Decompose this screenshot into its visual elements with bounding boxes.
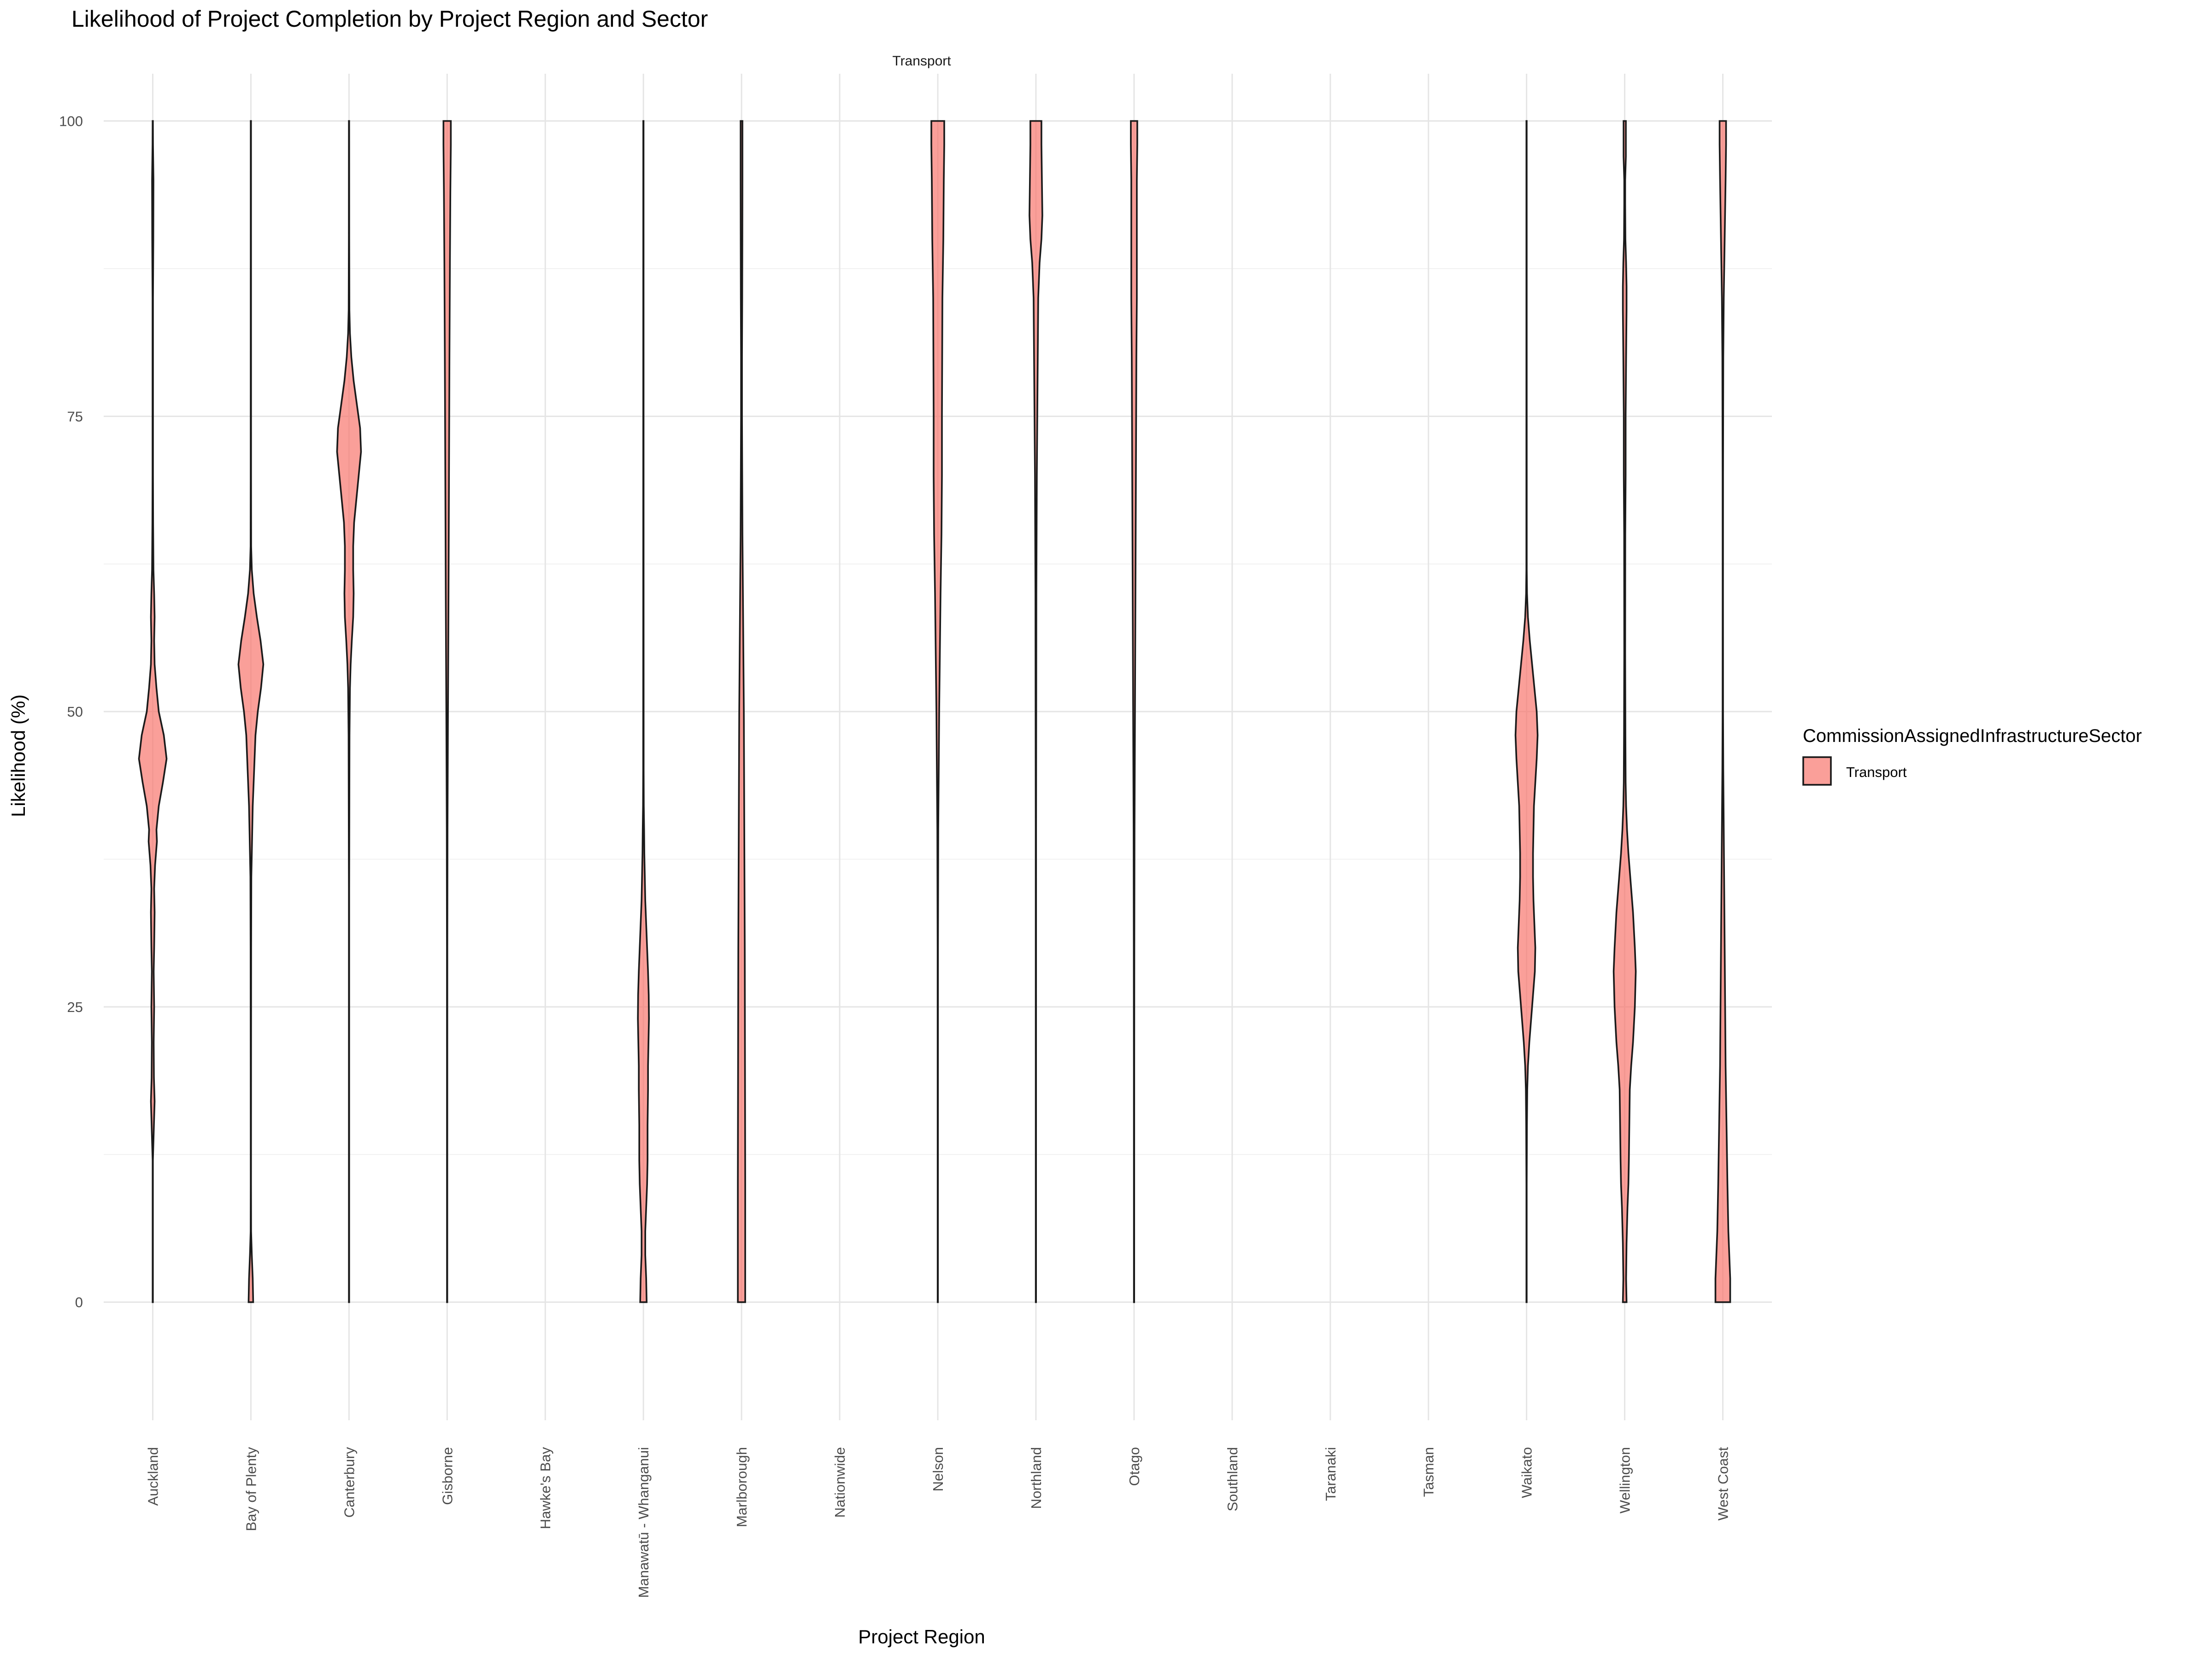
x-axis-ticks: Auckland Bay of Plenty Canterbury Gisborne H…	[145, 1447, 1731, 1598]
y-axis-ticks: 0 25 50 75 100	[59, 113, 83, 1311]
y-tick-label: 100	[59, 113, 83, 129]
x-tick-label: Gisborne	[439, 1447, 455, 1505]
x-tick-label: Waikato	[1519, 1447, 1535, 1498]
violin-marlborough	[737, 120, 746, 1303]
violin-west-coast	[1714, 120, 1731, 1303]
x-tick-label: Wellington	[1617, 1447, 1633, 1513]
legend-key-transport	[1802, 756, 1832, 786]
y-axis-label: Likelihood (%)	[7, 694, 29, 817]
y-tick-label: 50	[67, 704, 83, 720]
x-tick-label: Taranaki	[1323, 1447, 1339, 1501]
y-tick-label: 25	[67, 999, 83, 1015]
violin-canterbury	[336, 120, 362, 1303]
x-tick-label: Southland	[1224, 1447, 1241, 1512]
x-tick-label: West Coast	[1715, 1447, 1731, 1521]
x-tick-label: Hawke's Bay	[537, 1447, 553, 1530]
x-tick-label: Manawatū - Whanganui	[635, 1447, 652, 1598]
violin-northland	[1029, 120, 1043, 1303]
violin-bay-of-plenty	[237, 120, 265, 1303]
violin-wellington	[1612, 120, 1637, 1303]
x-tick-label: Tasman	[1421, 1447, 1437, 1497]
violin-nelson	[930, 120, 945, 1303]
chart-title: Likelihood of Project Completion by Proj…	[71, 6, 708, 32]
violin-layer	[138, 120, 1731, 1303]
x-tick-label: Auckland	[145, 1447, 161, 1506]
x-tick-label: Otago	[1126, 1447, 1142, 1486]
x-tick-label: Nelson	[930, 1447, 946, 1492]
x-tick-label: Northland	[1028, 1447, 1044, 1509]
legend: CommissionAssignedInfrastructureSector T…	[1802, 726, 2142, 786]
legend-label-transport: Transport	[1846, 764, 1907, 780]
legend-title: CommissionAssignedInfrastructureSector	[1803, 726, 2142, 746]
y-tick-label: 0	[75, 1294, 83, 1311]
violin-auckland	[138, 120, 168, 1303]
x-tick-label: Canterbury	[341, 1447, 357, 1518]
x-tick-label: Marlborough	[734, 1447, 750, 1527]
x-axis-label: Project Region	[858, 1626, 985, 1647]
y-tick-label: 75	[67, 408, 83, 424]
x-tick-label: Nationwide	[832, 1447, 848, 1518]
violin-gisborne	[442, 120, 452, 1303]
violin-manawat-whanganui	[637, 120, 650, 1303]
violin-otago	[1130, 120, 1138, 1303]
violin-waikato	[1514, 120, 1539, 1303]
facet-strip-label: Transport	[892, 53, 951, 69]
x-tick-label: Bay of Plenty	[243, 1447, 259, 1531]
